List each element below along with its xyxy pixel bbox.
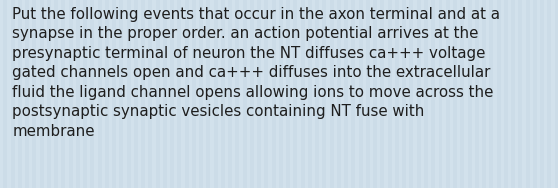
Bar <box>276 0 279 188</box>
Bar <box>544 0 547 188</box>
Bar <box>493 0 497 188</box>
Bar <box>65 0 69 188</box>
Bar <box>218 0 221 188</box>
Bar <box>355 0 359 188</box>
Bar <box>297 0 301 188</box>
Bar <box>152 0 156 188</box>
Bar <box>472 0 475 188</box>
Bar <box>174 0 177 188</box>
Bar <box>530 0 533 188</box>
Bar <box>7 0 11 188</box>
Bar <box>203 0 206 188</box>
Bar <box>442 0 446 188</box>
Bar <box>312 0 315 188</box>
Bar <box>80 0 83 188</box>
Bar <box>196 0 199 188</box>
Bar <box>94 0 98 188</box>
Bar <box>131 0 134 188</box>
Bar <box>29 0 32 188</box>
Bar <box>464 0 468 188</box>
Bar <box>326 0 330 188</box>
Bar <box>210 0 214 188</box>
Bar <box>377 0 381 188</box>
Bar <box>116 0 119 188</box>
Bar <box>283 0 286 188</box>
Bar <box>73 0 76 188</box>
Bar <box>334 0 337 188</box>
Bar <box>0 0 3 188</box>
Bar <box>537 0 540 188</box>
Bar <box>319 0 323 188</box>
Bar <box>189 0 192 188</box>
Bar <box>515 0 518 188</box>
Bar <box>457 0 460 188</box>
Bar <box>36 0 40 188</box>
Bar <box>479 0 482 188</box>
Bar <box>406 0 410 188</box>
Bar <box>290 0 294 188</box>
Bar <box>225 0 228 188</box>
Bar <box>261 0 264 188</box>
Bar <box>181 0 185 188</box>
Bar <box>341 0 344 188</box>
Bar <box>87 0 90 188</box>
Bar <box>138 0 141 188</box>
Bar <box>305 0 308 188</box>
Bar <box>58 0 61 188</box>
Bar <box>239 0 243 188</box>
Text: Put the following events that occur in the axon terminal and at a
synapse in the: Put the following events that occur in t… <box>12 7 501 139</box>
Bar <box>551 0 555 188</box>
Bar <box>501 0 504 188</box>
Bar <box>508 0 511 188</box>
Bar <box>421 0 424 188</box>
Bar <box>363 0 366 188</box>
Bar <box>167 0 170 188</box>
Bar <box>370 0 373 188</box>
Bar <box>428 0 431 188</box>
Bar <box>413 0 417 188</box>
Bar <box>486 0 489 188</box>
Bar <box>123 0 127 188</box>
Bar <box>232 0 235 188</box>
Bar <box>44 0 47 188</box>
Bar <box>102 0 105 188</box>
Bar <box>348 0 352 188</box>
Bar <box>145 0 148 188</box>
Bar <box>435 0 439 188</box>
Bar <box>399 0 402 188</box>
Bar <box>384 0 388 188</box>
Bar <box>109 0 112 188</box>
Bar <box>22 0 25 188</box>
Bar <box>247 0 250 188</box>
Bar <box>160 0 163 188</box>
Bar <box>15 0 18 188</box>
Bar <box>522 0 526 188</box>
Bar <box>392 0 395 188</box>
Bar <box>450 0 453 188</box>
Bar <box>268 0 272 188</box>
Bar <box>254 0 257 188</box>
Bar <box>51 0 54 188</box>
